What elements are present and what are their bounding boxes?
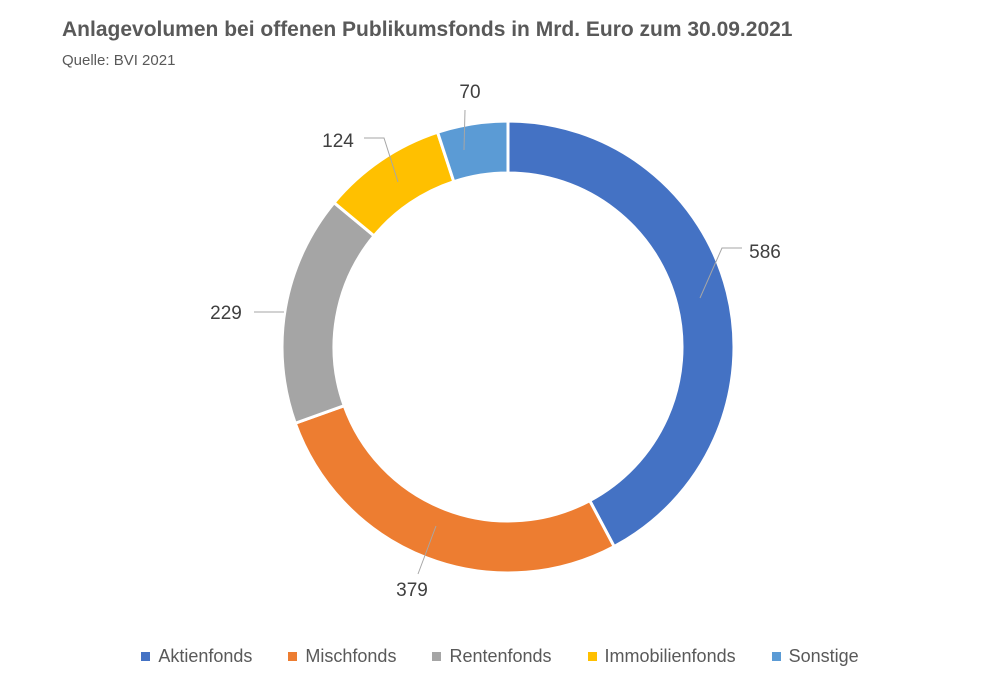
- leader-line-mischfonds: [417, 525, 437, 575]
- slice-aktienfonds: [506, 119, 736, 549]
- data-label-mischfonds: 379: [396, 580, 428, 601]
- legend-item-aktienfonds: Aktienfonds: [141, 646, 252, 667]
- leader-line-sonstige: [463, 109, 466, 151]
- legend-item-sonstige: Sonstige: [771, 646, 859, 667]
- legend-item-mischfonds: Mischfonds: [288, 646, 396, 667]
- data-label-sonstige: 70: [459, 82, 480, 103]
- legend-swatch-mischfonds: [288, 652, 298, 661]
- legend-swatch-immobilienfonds: [587, 652, 597, 661]
- legend: Aktienfonds Mischfonds Rentenfonds Immobili…: [0, 646, 1000, 667]
- chart-title: Anlagevolumen bei offenen Publikumsfonds…: [62, 18, 793, 41]
- data-label-immobilienfonds: 124: [322, 131, 354, 152]
- legend-swatch-rentenfonds: [432, 652, 442, 661]
- legend-swatch-sonstige: [771, 652, 781, 661]
- data-label-rentenfonds: 229: [210, 303, 242, 324]
- legend-label-rentenfonds: Rentenfonds: [449, 646, 552, 666]
- legend-item-immobilienfonds: Immobilienfonds: [587, 646, 736, 667]
- legend-label-sonstige: Sonstige: [788, 646, 859, 666]
- legend-label-immobilienfonds: Immobilienfonds: [604, 646, 736, 666]
- legend-label-mischfonds: Mischfonds: [305, 646, 397, 666]
- legend-swatch-aktienfonds: [141, 652, 151, 661]
- slice-mischfonds: [293, 403, 617, 575]
- leader-line-aktienfonds: [699, 247, 742, 299]
- data-label-aktienfonds: 586: [749, 242, 781, 263]
- chart-subtitle: Quelle: BVI 2021: [62, 52, 176, 69]
- slices-group: [280, 119, 736, 575]
- leader-lines-group: [254, 109, 742, 575]
- data-labels-group: 586 379 229 124 70: [210, 82, 781, 601]
- slice-sonstige: [435, 119, 510, 184]
- leader-line-immobilienfonds: [364, 137, 399, 183]
- slice-rentenfonds: [280, 200, 377, 426]
- legend-label-aktienfonds: Aktienfonds: [158, 646, 253, 666]
- legend-item-rentenfonds: Rentenfonds: [432, 646, 552, 667]
